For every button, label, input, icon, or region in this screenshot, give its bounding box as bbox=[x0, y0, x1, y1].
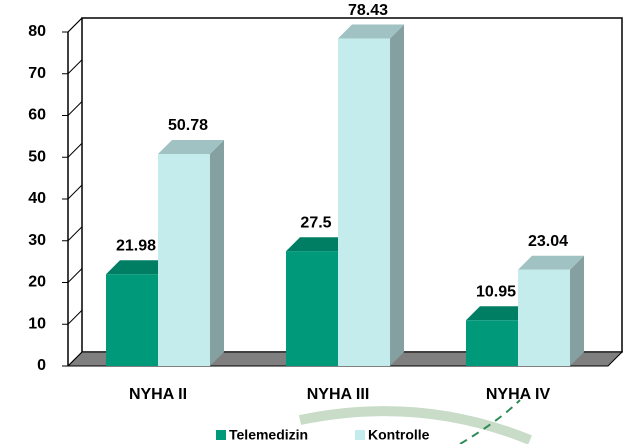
legend-swatch bbox=[216, 430, 226, 440]
tick-edge bbox=[68, 18, 82, 32]
tick-edge bbox=[68, 227, 82, 241]
tick-edge bbox=[68, 185, 82, 199]
y-tick-label: 80 bbox=[28, 23, 46, 40]
tick-edge bbox=[68, 310, 82, 324]
tick-edge bbox=[68, 60, 82, 74]
bar-front bbox=[518, 270, 570, 366]
x-tick-label: NYHA III bbox=[307, 386, 370, 403]
y-tick-label: 0 bbox=[37, 357, 46, 374]
bar-front bbox=[286, 251, 338, 366]
chart: 0 10 20 30 40 50 60 70 80 21.98 50.78 NYHA II 27.5 78… bbox=[0, 0, 623, 444]
tick-edge bbox=[68, 102, 82, 116]
y-tick-label: 10 bbox=[28, 315, 46, 332]
bar bbox=[158, 140, 224, 366]
value-label: 27.5 bbox=[300, 214, 331, 231]
value-label: 78.43 bbox=[348, 2, 388, 19]
y-tick-label: 20 bbox=[28, 274, 46, 291]
tick-edge bbox=[68, 269, 82, 283]
bar-side bbox=[210, 140, 224, 366]
value-label: 50.78 bbox=[168, 117, 208, 134]
legend-label: Telemedizin bbox=[229, 427, 308, 443]
legend-label: Kontrolle bbox=[368, 427, 430, 443]
y-tick-label: 30 bbox=[28, 232, 46, 249]
y-tick-label: 50 bbox=[28, 148, 46, 165]
bar-front bbox=[158, 154, 210, 366]
bar bbox=[518, 256, 584, 366]
value-label: 10.95 bbox=[476, 284, 516, 301]
value-label: 23.04 bbox=[528, 233, 568, 250]
y-tick-label: 60 bbox=[28, 107, 46, 124]
bar-front bbox=[338, 39, 390, 366]
bar-side bbox=[570, 256, 584, 366]
bar-side bbox=[390, 25, 404, 366]
y-tick-label: 70 bbox=[28, 65, 46, 82]
bar-front bbox=[106, 274, 158, 366]
x-tick-label: NYHA IV bbox=[486, 386, 551, 403]
tick-edge bbox=[68, 143, 82, 157]
legend-swatch bbox=[355, 430, 365, 440]
y-tick-label: 40 bbox=[28, 190, 46, 207]
value-label: 21.98 bbox=[116, 237, 156, 254]
x-tick-label: NYHA II bbox=[129, 386, 187, 403]
bar-front bbox=[466, 320, 518, 366]
bar bbox=[338, 25, 404, 366]
